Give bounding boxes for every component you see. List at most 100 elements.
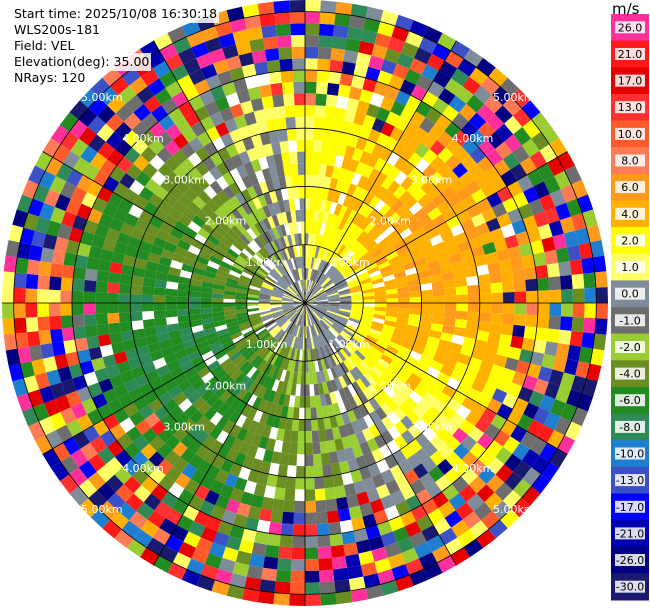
range-gate bbox=[346, 494, 360, 509]
range-gate bbox=[323, 475, 335, 489]
range-gate bbox=[54, 236, 69, 253]
range-gate bbox=[38, 329, 52, 345]
range-gate bbox=[23, 375, 39, 393]
range-gate bbox=[502, 197, 518, 213]
range-gate bbox=[324, 249, 332, 262]
range-gate bbox=[301, 291, 305, 303]
range-gate bbox=[131, 121, 149, 139]
range-gate bbox=[253, 357, 264, 369]
range-gate bbox=[502, 490, 522, 509]
range-gate bbox=[123, 147, 141, 164]
range-gate bbox=[285, 309, 296, 317]
range-gate bbox=[387, 381, 401, 394]
range-gate bbox=[265, 154, 276, 168]
azimuth-spoke bbox=[304, 302, 457, 566]
range-gate bbox=[334, 154, 345, 168]
range-gate bbox=[193, 79, 211, 96]
range-gate bbox=[187, 201, 202, 215]
range-gate bbox=[456, 294, 469, 303]
range-gate bbox=[289, 323, 296, 335]
range-gate bbox=[368, 535, 385, 551]
range-gate bbox=[466, 94, 485, 113]
range-gate bbox=[560, 275, 573, 290]
range-gate bbox=[294, 325, 299, 337]
range-gate bbox=[460, 154, 478, 171]
range-gate bbox=[374, 298, 387, 303]
range-gate bbox=[156, 263, 170, 274]
range-gate bbox=[426, 227, 440, 240]
range-gate bbox=[246, 334, 258, 345]
range-gate bbox=[382, 225, 396, 237]
range-gate bbox=[464, 266, 478, 278]
range-gate bbox=[218, 32, 236, 49]
range-gate bbox=[229, 103, 244, 118]
range-gate bbox=[378, 389, 391, 403]
range-gate bbox=[369, 498, 385, 514]
range-gate bbox=[270, 340, 280, 352]
range-gate bbox=[212, 288, 225, 295]
range-gate bbox=[158, 339, 172, 350]
range-gate bbox=[305, 303, 315, 311]
range-gate bbox=[160, 248, 175, 260]
range-gate bbox=[305, 291, 307, 303]
range-gate bbox=[295, 337, 300, 349]
range-gate bbox=[390, 393, 404, 407]
range-gate bbox=[396, 52, 414, 69]
range-gate bbox=[426, 336, 441, 347]
range-gate bbox=[438, 339, 452, 350]
range-gate bbox=[265, 413, 275, 427]
range-gate bbox=[391, 217, 405, 230]
range-gate bbox=[188, 290, 201, 298]
range-gate bbox=[356, 100, 370, 115]
range-gate bbox=[283, 260, 291, 272]
range-gate bbox=[351, 147, 364, 162]
range-gate bbox=[266, 337, 276, 349]
range-gate bbox=[356, 491, 370, 506]
range-gate bbox=[419, 276, 432, 285]
range-gate bbox=[143, 390, 159, 405]
range-gate bbox=[354, 349, 366, 361]
range-gate bbox=[294, 104, 305, 117]
range-gate bbox=[263, 279, 275, 288]
range-gate bbox=[380, 430, 394, 445]
range-gate bbox=[113, 383, 129, 399]
range-gate bbox=[214, 494, 230, 510]
range-gate bbox=[206, 199, 220, 213]
range-gate bbox=[460, 249, 474, 261]
range-gate bbox=[173, 426, 188, 442]
range-gate bbox=[555, 385, 571, 404]
range-gate bbox=[305, 303, 308, 315]
range-gate bbox=[310, 407, 318, 420]
range-gate bbox=[108, 272, 121, 284]
range-gate bbox=[222, 546, 239, 562]
range-gate bbox=[130, 227, 146, 241]
range-gate bbox=[142, 318, 156, 329]
range-gate bbox=[373, 343, 386, 354]
range-gate bbox=[256, 328, 268, 338]
range-gate bbox=[503, 436, 520, 454]
range-gate bbox=[118, 283, 132, 294]
range-gate bbox=[288, 198, 296, 211]
range-gate bbox=[341, 346, 352, 358]
range-gate bbox=[120, 264, 134, 276]
range-gate bbox=[302, 303, 305, 315]
range-gate bbox=[268, 426, 279, 440]
range-gate bbox=[181, 263, 195, 273]
range-gate bbox=[398, 345, 412, 356]
range-gate bbox=[211, 250, 225, 261]
range-gate bbox=[268, 521, 282, 535]
range-gate bbox=[417, 193, 432, 208]
range-gate bbox=[511, 497, 531, 518]
range-gate bbox=[452, 427, 468, 444]
range-gate bbox=[224, 199, 237, 213]
range-gate bbox=[349, 369, 360, 382]
range-gate bbox=[349, 285, 362, 291]
range-gate bbox=[437, 147, 454, 163]
range-gate bbox=[411, 250, 425, 262]
range-gate bbox=[62, 150, 81, 169]
range-gate bbox=[261, 315, 274, 322]
range-gate bbox=[226, 6, 245, 22]
range-gate bbox=[238, 441, 251, 456]
range-gate bbox=[248, 287, 260, 294]
range-gate bbox=[276, 380, 284, 394]
